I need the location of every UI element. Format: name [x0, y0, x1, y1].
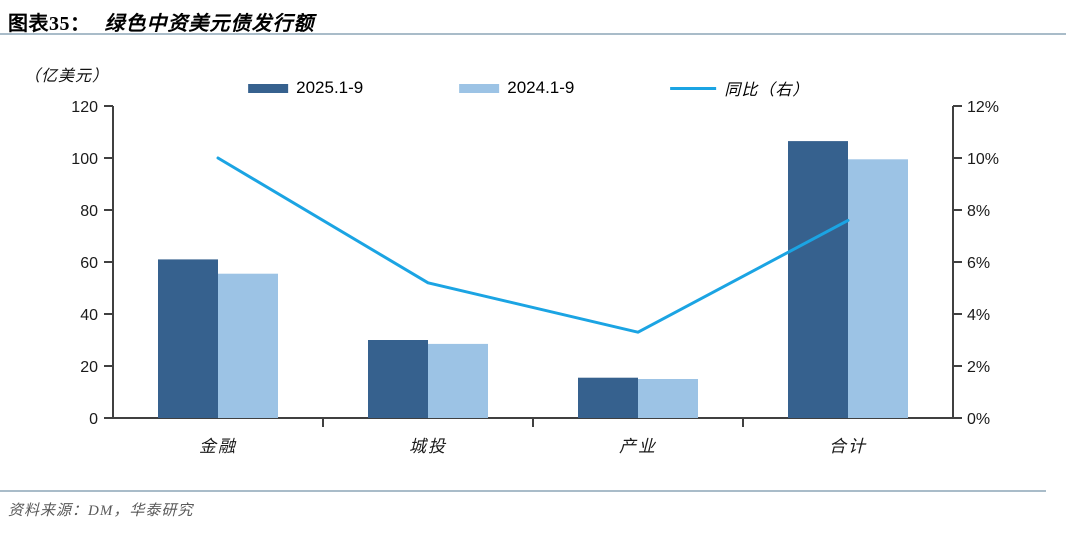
legend-line-swatch	[670, 86, 717, 90]
combo-chart: 0 20 40 60 80 100 120 0% 2% 4% 6% 8% 10% 12% 金融 城投 产业 合计	[71, 99, 999, 456]
left-axis-tick-label: 100	[71, 151, 98, 168]
left-axis-tick-label: 40	[80, 307, 98, 324]
legend-label: 2025.1-9	[296, 78, 364, 97]
left-axis-tick-label: 0	[89, 411, 98, 428]
footer-divider	[0, 490, 1046, 492]
left-axis-tick-label: 80	[80, 203, 98, 220]
legend-item-2025.1-9: 2025.1-9	[248, 78, 363, 98]
left-axis-tick-label: 60	[80, 255, 98, 272]
bar-2024.1-9-城投	[428, 343, 488, 418]
category-label: 城投	[409, 437, 447, 456]
legend-bar-swatch	[459, 83, 500, 93]
legend-label: 2024.1-9	[507, 78, 575, 97]
source-note: 资料来源：DM，华泰研究	[8, 503, 194, 519]
bar-2024.1-9-产业	[638, 379, 698, 418]
bar-2025.1-9-合计	[788, 141, 848, 418]
right-axis-tick-label: 0%	[967, 411, 990, 428]
legend-item-同比（右）: 同比（右）	[670, 76, 809, 100]
right-axis-tick-label: 4%	[967, 307, 990, 324]
left-axis-tick-label: 20	[80, 359, 98, 376]
header-divider	[0, 33, 1066, 35]
chart-header: 图表35： 绿色中资美元债发行额	[8, 7, 315, 36]
chart-legend: 2025.1-9 2024.1-9 同比（右）	[248, 76, 809, 100]
figure-number-label: 图表35：	[8, 13, 91, 35]
right-axis-tick-label: 10%	[967, 151, 999, 168]
bar-2024.1-9-金融	[218, 273, 278, 418]
yoy-line	[216, 156, 850, 334]
bar-2024.1-9-合计	[848, 159, 908, 419]
chart-title: 绿色中资美元债发行额	[104, 13, 315, 35]
right-axis-tick-label: 12%	[967, 99, 999, 116]
legend-label: 同比（右）	[724, 82, 810, 99]
bar-2025.1-9-金融	[158, 259, 218, 418]
left-axis-tick-label: 120	[71, 99, 98, 116]
right-axis-tick-label: 2%	[967, 359, 990, 376]
right-axis-tick-label: 6%	[967, 255, 990, 272]
legend-item-2024.1-9: 2024.1-9	[459, 78, 574, 98]
bar-2025.1-9-产业	[578, 377, 638, 418]
category-label: 产业	[619, 437, 657, 456]
category-label: 金融	[199, 437, 237, 456]
left-axis-unit-label: （亿美元）	[24, 68, 110, 85]
category-label: 合计	[829, 437, 867, 456]
right-axis-tick-label: 8%	[967, 203, 990, 220]
legend-bar-swatch	[248, 83, 289, 93]
bar-2025.1-9-城投	[368, 340, 428, 418]
